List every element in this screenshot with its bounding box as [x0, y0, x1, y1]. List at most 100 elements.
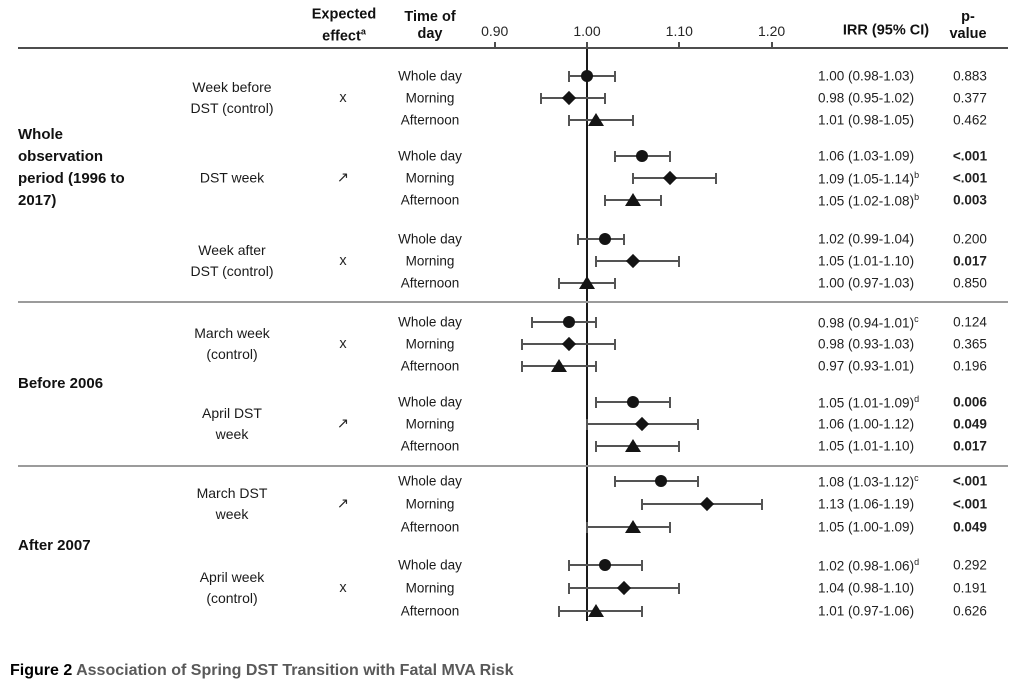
- forest-marker-circle: [581, 70, 593, 82]
- group-label: After 2007: [18, 537, 91, 554]
- error-bar-cap-left: [595, 256, 598, 267]
- error-bar-cap-right: [613, 278, 616, 289]
- error-bar-cap-left: [613, 151, 616, 162]
- p-value: 0.049: [953, 416, 987, 432]
- group-label: Whole observation period (1996 to 2017): [18, 126, 125, 209]
- column-header-time-of-day: Time of day: [404, 9, 456, 42]
- p-value: 0.017: [953, 438, 987, 454]
- figure-caption: Figure 2 Association of Spring DST Trans…: [10, 662, 513, 680]
- irr-value: 1.02 (0.98-1.06)d: [818, 556, 920, 574]
- error-bar-cap-right: [622, 234, 625, 245]
- error-bar-cap-left: [613, 476, 616, 487]
- p-value: 0.462: [953, 112, 987, 128]
- subgroup-label: April DST week: [202, 405, 262, 442]
- group-label: Before 2006: [18, 375, 104, 392]
- error-bar-cap-left: [604, 195, 607, 206]
- time-of-day-label: Morning: [405, 170, 455, 186]
- time-of-day-label: Afternoon: [400, 275, 460, 291]
- error-bar-cap-right: [761, 499, 764, 510]
- error-bar-cap-right: [613, 339, 616, 350]
- error-bar-cap-left: [567, 71, 570, 82]
- expected-effect-x-symbol: x: [339, 90, 347, 106]
- p-value: 0.003: [953, 192, 987, 208]
- error-bar-cap-right: [595, 361, 598, 372]
- p-value: <.001: [952, 473, 988, 489]
- irr-value: 1.05 (1.01-1.10): [818, 438, 915, 454]
- forest-marker-circle: [599, 559, 612, 571]
- irr-value: 1.05 (1.02-1.08)b: [818, 191, 920, 209]
- p-value: 0.124: [953, 314, 987, 330]
- p-value: 0.200: [953, 231, 987, 247]
- expected-effect-x-symbol: x: [339, 580, 347, 596]
- irr-value: 1.01 (0.98-1.05): [818, 112, 915, 128]
- forest-marker-diamond: [662, 170, 678, 186]
- forest-marker-circle: [636, 150, 649, 162]
- caption-title: Association of Spring DST Transition wit…: [76, 662, 514, 679]
- error-bar-cap-right: [669, 522, 672, 533]
- time-of-day-label: Morning: [405, 336, 455, 352]
- expected-effect-x-symbol: x: [339, 253, 347, 269]
- time-of-day-label: Whole day: [398, 314, 462, 330]
- column-header-irr: IRR (95% CI): [842, 22, 930, 39]
- column-header-p-value: p-value: [949, 9, 987, 42]
- error-bar-cap-right: [696, 476, 699, 487]
- irr-value: 0.98 (0.95-1.02): [818, 90, 915, 106]
- p-value: 0.626: [953, 603, 987, 619]
- time-of-day-label: Morning: [405, 580, 455, 596]
- forest-marker-triangle: [588, 113, 605, 126]
- axis-tick-label: 0.90: [481, 23, 509, 39]
- error-bar-cap-right: [669, 151, 672, 162]
- axis-tick: [586, 42, 588, 49]
- forest-marker-circle: [562, 316, 575, 328]
- subgroup-label: March week (control): [194, 325, 270, 362]
- error-bar-cap-right: [632, 115, 635, 126]
- irr-value: 1.05 (1.01-1.10): [818, 253, 915, 269]
- expected-effect-up-arrow-symbol: ↗: [336, 170, 350, 186]
- time-of-day-label: Afternoon: [400, 358, 460, 374]
- forest-marker-diamond: [561, 90, 576, 106]
- axis-tick: [493, 42, 496, 49]
- error-bar-cap-right: [696, 419, 699, 430]
- forest-marker-triangle: [588, 604, 605, 617]
- forest-plot-area: Expected effecta Time of day p-value 0.90 1.00…: [18, 6, 1008, 621]
- forest-marker-diamond: [561, 336, 576, 352]
- forest-marker-diamond: [635, 416, 650, 432]
- expected-effect-up-arrow-symbol: ↗: [336, 496, 350, 512]
- forest-marker-triangle: [625, 193, 642, 206]
- error-bar-cap-left: [586, 522, 588, 533]
- subgroup-label: April week (control): [199, 569, 265, 606]
- reference-line: [586, 49, 588, 621]
- p-value: 0.292: [953, 557, 987, 573]
- irr-value: 1.00 (0.98-1.03): [818, 68, 915, 84]
- p-value: 0.017: [953, 253, 987, 269]
- time-of-day-label: Morning: [405, 90, 455, 106]
- irr-value: 1.05 (1.01-1.09)d: [818, 393, 920, 411]
- error-bar-cap-left: [595, 441, 598, 452]
- column-header-expected-effect: Expected effecta: [311, 6, 377, 45]
- irr-value: 0.98 (0.93-1.03): [818, 336, 915, 352]
- irr-value: 0.97 (0.93-1.01): [818, 358, 915, 374]
- error-bar-cap-right: [613, 71, 616, 82]
- error-bar-cap-right: [678, 441, 681, 452]
- p-value: 0.006: [953, 394, 987, 410]
- forest-marker-circle: [627, 396, 640, 408]
- time-of-day-label: Morning: [405, 496, 455, 512]
- p-value: 0.850: [953, 275, 987, 291]
- error-bar-cap-left: [586, 419, 588, 430]
- error-bar-cap-left: [595, 397, 598, 408]
- irr-value: 1.08 (1.03-1.12)c: [818, 472, 919, 490]
- error-bar-cap-left: [539, 93, 542, 104]
- error-bar-cap-right: [659, 195, 662, 206]
- section-divider: [18, 301, 1008, 303]
- axis-tick-label: 1.20: [757, 23, 786, 39]
- time-of-day-label: Whole day: [398, 394, 462, 410]
- error-bar-cap-left: [521, 361, 524, 372]
- p-value: 0.365: [953, 336, 987, 352]
- forest-marker-circle: [654, 475, 667, 487]
- error-bar-cap-left: [567, 583, 570, 594]
- irr-value: 1.05 (1.00-1.09): [818, 519, 915, 535]
- error-bar-cap-left: [558, 606, 561, 617]
- error-bar-cap-right: [595, 317, 598, 328]
- p-value: 0.377: [953, 90, 987, 106]
- p-value: <.001: [952, 170, 988, 186]
